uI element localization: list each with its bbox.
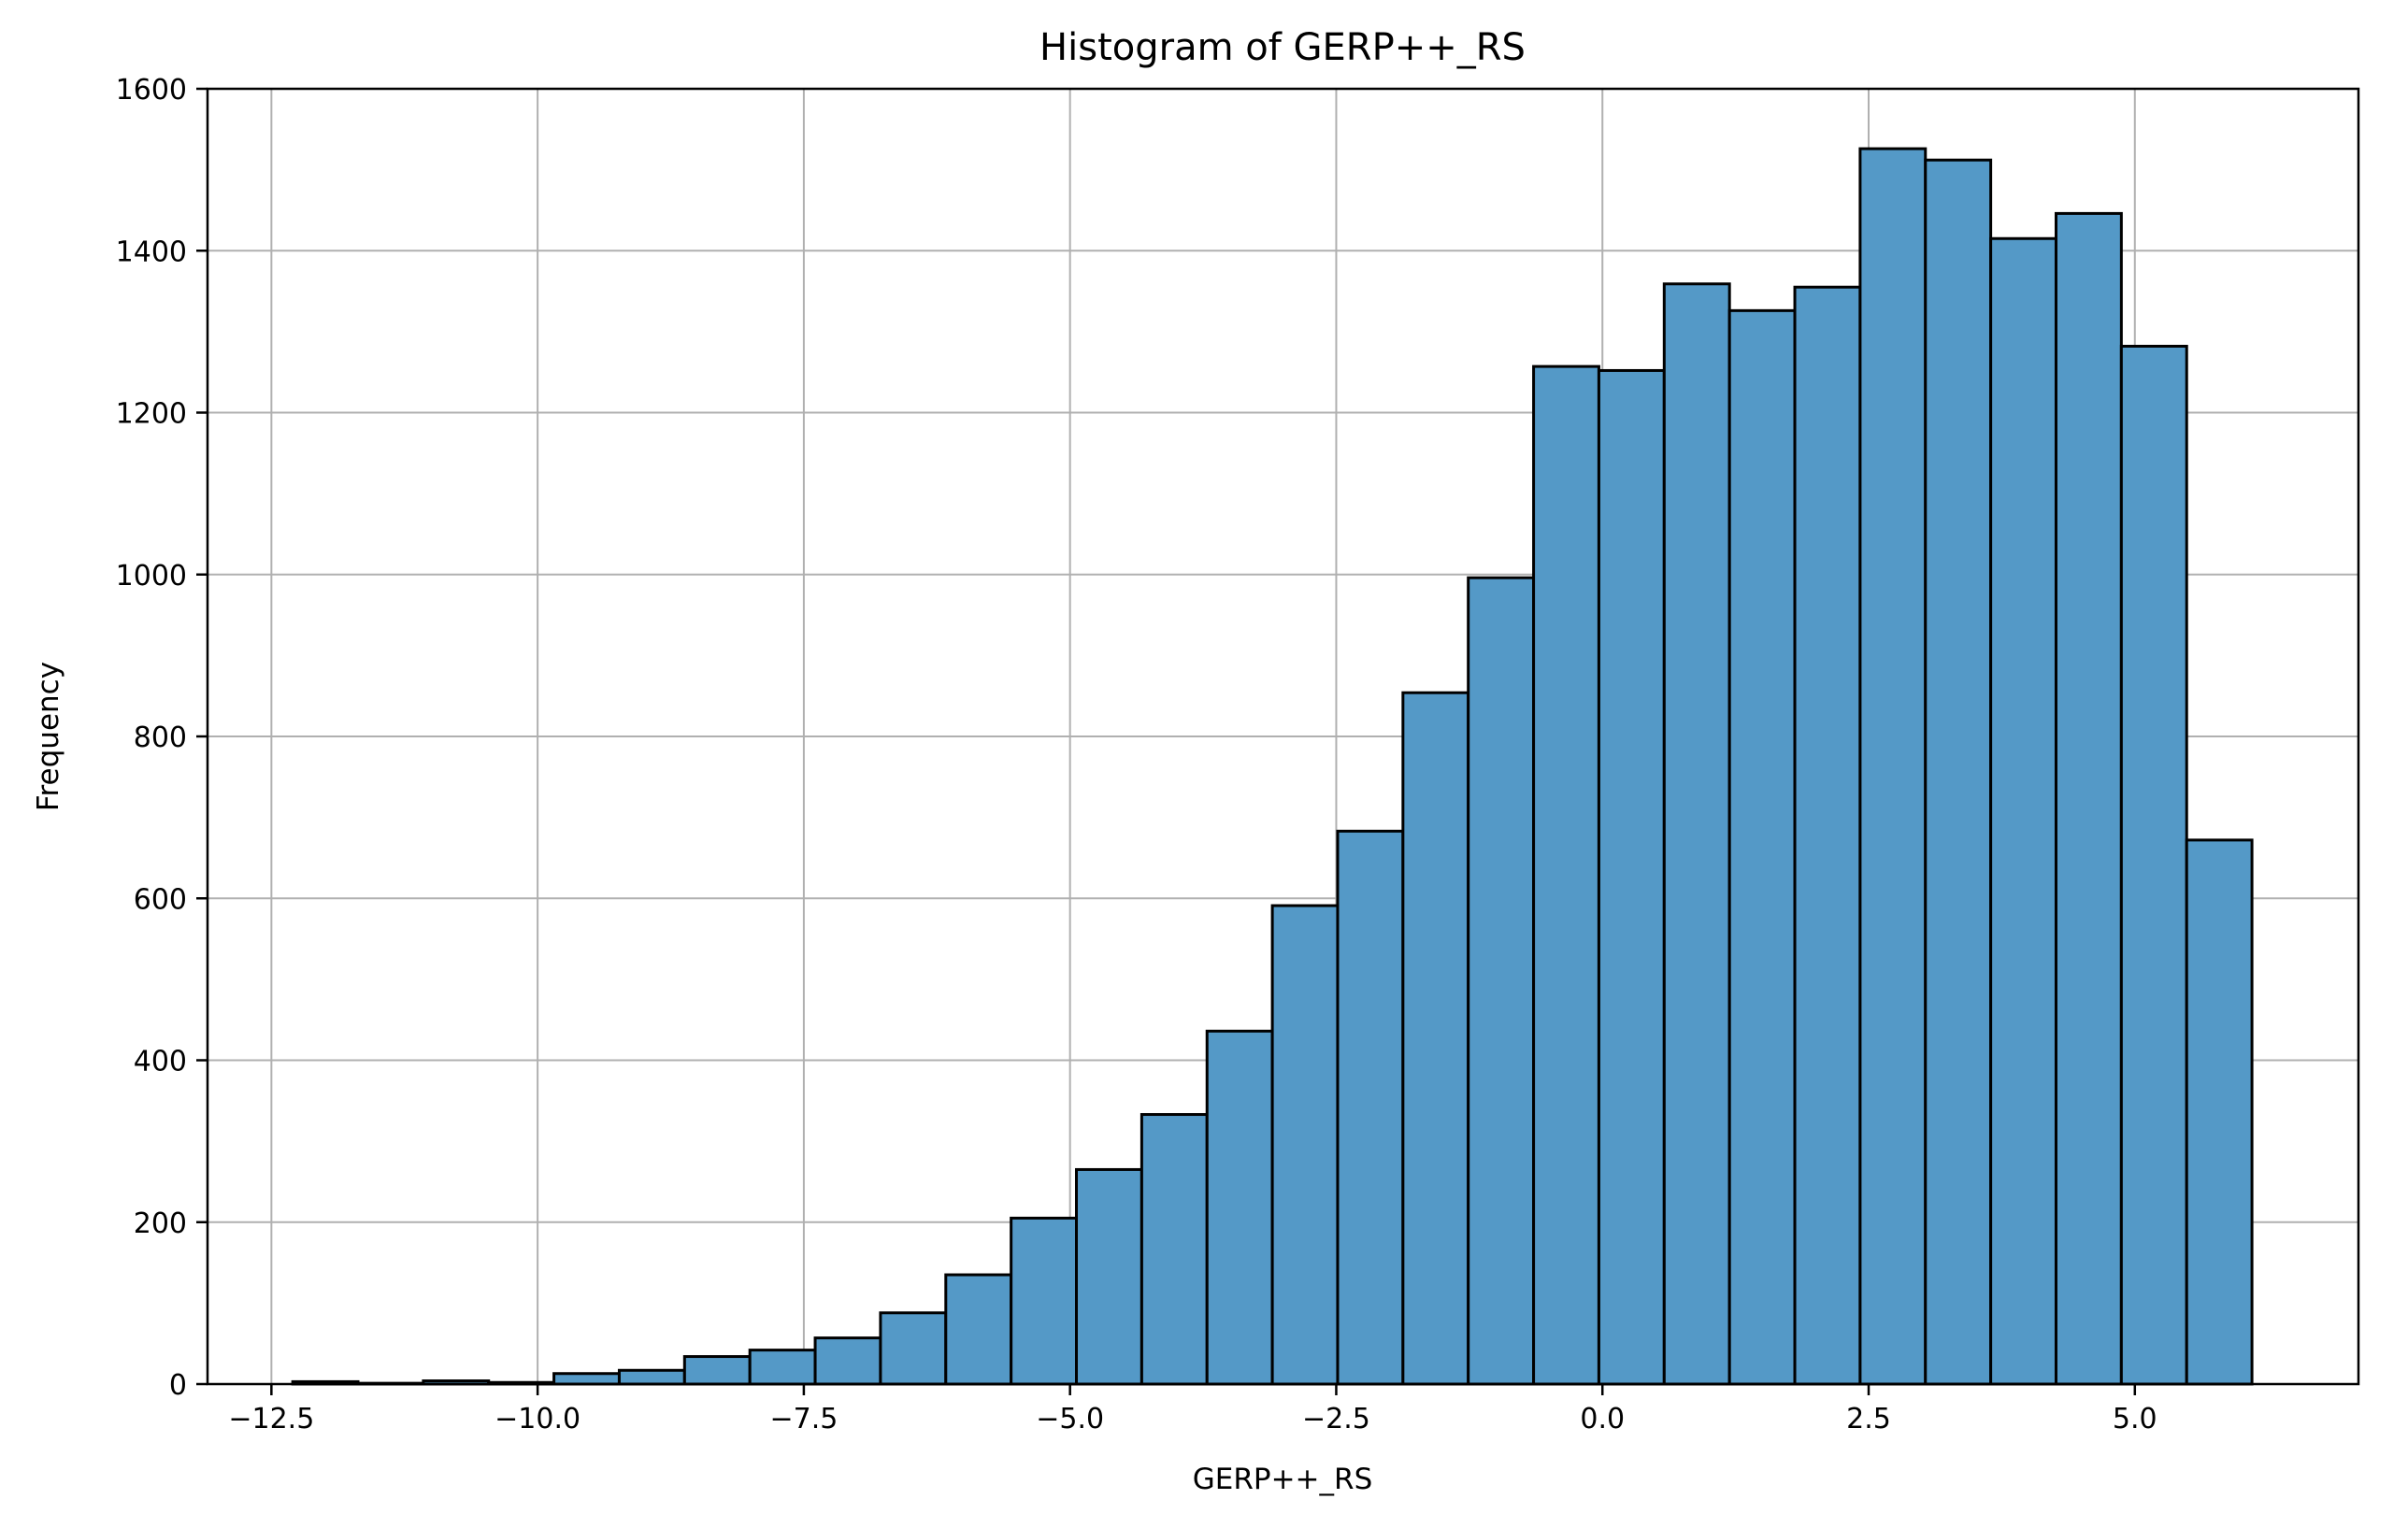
histogram-bar [1467, 576, 1536, 1386]
y-axis-label: Frequency [32, 662, 65, 811]
x-tick-label: −10.0 [494, 1403, 580, 1435]
histogram-bar [682, 1355, 752, 1386]
histogram-bar [617, 1368, 686, 1386]
histogram-bar [1662, 282, 1731, 1386]
histogram-bar [1924, 158, 1993, 1386]
x-tick-label: −5.0 [1036, 1403, 1104, 1435]
x-tick-label: 2.5 [1846, 1403, 1891, 1435]
histogram-bar [1989, 236, 2057, 1386]
x-tick-label: −7.5 [769, 1403, 838, 1435]
x-tick-label: −12.5 [228, 1403, 314, 1435]
histogram-bar [2119, 344, 2188, 1386]
y-tick-label: 200 [134, 1207, 187, 1240]
histogram-bar [2054, 211, 2123, 1386]
histogram-bar [1858, 147, 1928, 1386]
x-tick-label: −2.5 [1302, 1403, 1370, 1435]
histogram-bar [1270, 904, 1340, 1386]
y-tick-label: 1000 [116, 560, 187, 593]
x-tick-label: 5.0 [2113, 1403, 2157, 1435]
axis-ticks: −12.5 −10.0 −7.5 −5.0 −2.5 0.0 2.5 5.0 0 200 400 60… [116, 74, 2157, 1435]
y-tick-label: 600 [134, 883, 187, 916]
histogram-bar [879, 1311, 948, 1386]
y-tick-label: 800 [134, 721, 187, 754]
histogram-bar [1597, 368, 1666, 1386]
histogram-bar [552, 1372, 621, 1386]
x-tick-label: 0.0 [1580, 1403, 1625, 1435]
y-tick-label: 1200 [116, 398, 187, 431]
histogram-bar [813, 1336, 882, 1386]
histogram-bars [291, 147, 2254, 1386]
histogram-bar [1401, 691, 1470, 1386]
y-tick-label: 1400 [116, 236, 187, 268]
histogram-bar [1140, 1113, 1209, 1386]
chart-title: Histogram of GERP++_RS [1039, 26, 1526, 69]
y-tick-label: 400 [134, 1046, 187, 1078]
y-tick-label: 1600 [116, 74, 187, 107]
histogram-bar [1010, 1216, 1079, 1386]
x-axis-label: GERP++_RS [1193, 1463, 1373, 1496]
histogram-bar [1336, 829, 1405, 1386]
histogram-bar [1075, 1167, 1143, 1386]
histogram-bar [2185, 838, 2254, 1386]
histogram-bar [1205, 1029, 1274, 1386]
histogram-bar [1793, 285, 1862, 1386]
histogram-bar [1532, 364, 1600, 1386]
histogram-bar [1727, 308, 1797, 1386]
histogram-bar [944, 1273, 1013, 1386]
y-tick-label: 0 [169, 1369, 187, 1402]
histogram-bar [748, 1349, 817, 1386]
